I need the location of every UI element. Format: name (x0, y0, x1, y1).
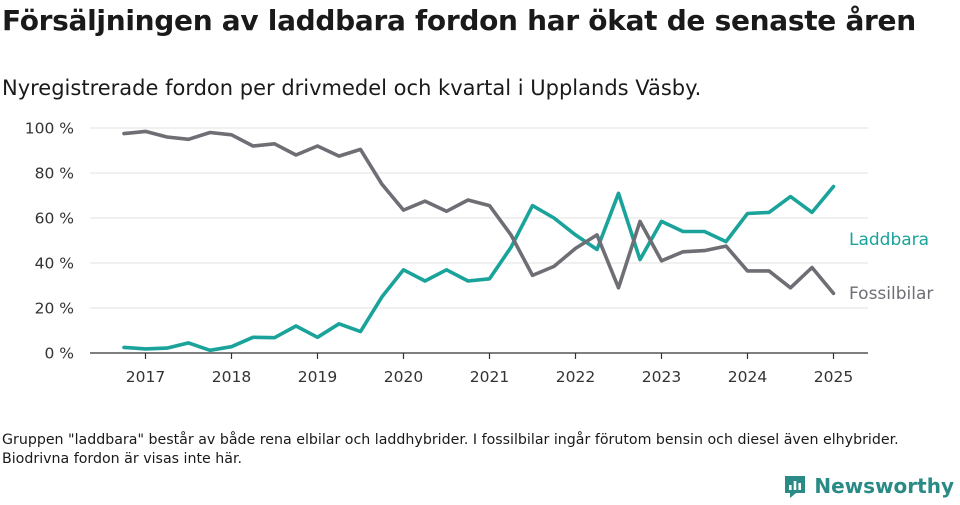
x-tick-label: 2020 (384, 368, 423, 386)
line-chart: 0 % 20 % 40 % 60 % 80 % 100 % 2017 2018 2019 202… (25, 120, 934, 387)
series-lines (122, 129, 836, 353)
series-line-laddbara (122, 184, 836, 353)
y-tick-label: 0 % (44, 345, 74, 363)
x-tick-label: 2023 (642, 368, 681, 386)
y-axis-ticks: 0 % 20 % 40 % 60 % 80 % 100 % (25, 120, 74, 363)
y-tick-label: 60 % (35, 210, 74, 228)
brand-name: Newsworthy (814, 474, 954, 498)
x-axis: 2017 2018 2019 2020 2021 2022 2023 2024 2025 (90, 352, 868, 386)
chart-title: Försäljningen av laddbara fordon har öka… (2, 4, 916, 37)
series-label-fossilbilar: Fossilbilar (849, 284, 933, 304)
x-tick-label: 2024 (728, 368, 767, 386)
series-labels: Laddbara Fossilbilar (849, 230, 933, 304)
brand-logo: Newsworthy (782, 473, 954, 499)
chart-subtitle: Nyregistrerade fordon per drivmedel och … (2, 76, 702, 100)
y-tick-label: 100 % (25, 120, 74, 138)
newsworthy-logo-icon (785, 476, 806, 498)
y-tick-label: 80 % (35, 165, 74, 183)
x-tick-label: 2022 (556, 368, 595, 386)
y-tick-label: 40 % (35, 255, 74, 273)
x-tick-label: 2025 (814, 368, 853, 386)
series-label-laddbara: Laddbara (849, 230, 929, 250)
series-line-fossilbilar (122, 129, 836, 296)
y-tick-label: 20 % (35, 300, 74, 318)
x-tick-label: 2019 (298, 368, 337, 386)
x-tick-label: 2021 (470, 368, 509, 386)
footnote: Gruppen "laddbara" består av både rena e… (2, 432, 899, 467)
x-tick-label: 2017 (126, 368, 165, 386)
x-tick-label: 2018 (212, 368, 251, 386)
